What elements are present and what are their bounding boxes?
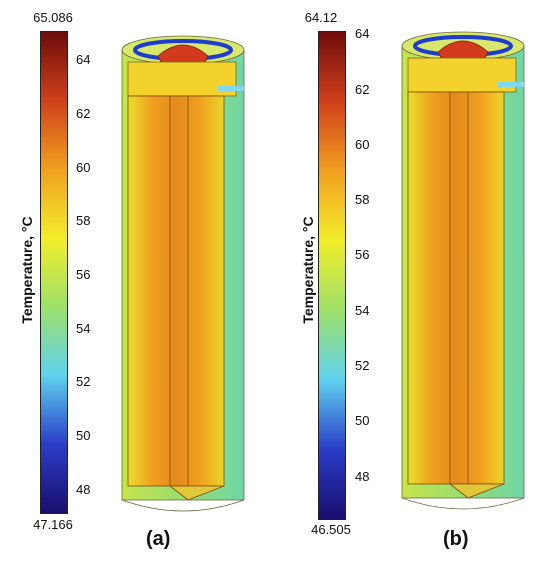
colorbar-tick-label: 56	[76, 266, 91, 282]
colorbar-tick-label: 58	[355, 192, 370, 208]
can-bottom	[121, 499, 245, 512]
jelly-roll	[127, 95, 225, 487]
bottom-notch	[168, 485, 225, 501]
colorbar-tick-label: 48	[355, 468, 370, 484]
colorbar-tick-label: 52	[355, 358, 370, 374]
colorbar-tick-label: 48	[76, 481, 91, 497]
colorbar-tick-label: 60	[355, 136, 370, 152]
colorbar-tick-label: 62	[355, 81, 370, 97]
header-block	[407, 57, 517, 93]
colorbar-min-label: 47.166	[33, 517, 73, 532]
bottom-notch	[448, 483, 505, 499]
panel-label: (a)	[146, 528, 171, 550]
colorbar-max-label: 64.12	[304, 10, 338, 25]
panel-label: (b)	[443, 528, 469, 550]
panel-b: 64.12 46.505 Temperature, °C	[275, 0, 550, 563]
colorbar-tick-label: 62	[76, 105, 91, 121]
colorbar-tick-label: 50	[355, 413, 370, 429]
cooling-band	[498, 82, 524, 87]
panel-a: 65.086 47.166 Temperature, °C	[19, 10, 245, 550]
jelly-roll	[407, 91, 505, 485]
colorbar-tick-label: 52	[76, 374, 91, 390]
colorbar-tick-label: 58	[76, 213, 91, 229]
battery-cell-cutaway	[401, 31, 525, 510]
colorbar-tick-label: 54	[76, 320, 91, 336]
colorbar-tick-label: 64	[76, 52, 91, 68]
colorbar-max-label: 65.086	[33, 10, 73, 25]
colorbar-tick-label: 64	[355, 26, 370, 42]
colorbar-tick-label: 56	[355, 247, 370, 263]
colorbar-tick-label: 54	[355, 302, 370, 318]
colorbar-title: Temperature, °C	[19, 216, 35, 324]
can-bottom	[401, 497, 525, 510]
colorbar	[40, 31, 68, 514]
colorbar	[318, 31, 346, 520]
colorbar-min-label: 46.505	[311, 522, 351, 537]
cooling-band	[218, 86, 244, 91]
colorbar-title: Temperature, °C	[300, 216, 316, 324]
colorbar-tick-label: 50	[76, 427, 91, 443]
battery-cell-cutaway	[121, 35, 245, 512]
colorbar-tick-label: 60	[76, 159, 91, 175]
